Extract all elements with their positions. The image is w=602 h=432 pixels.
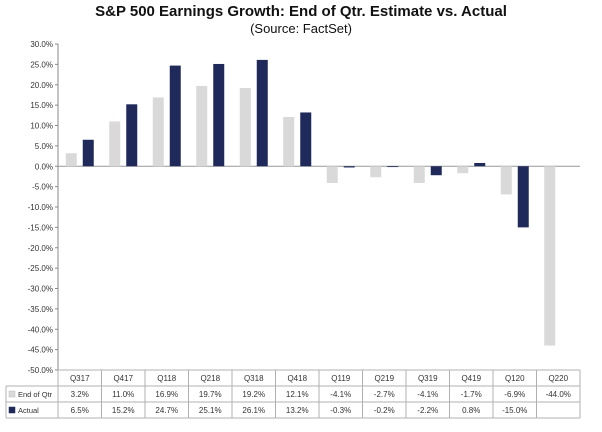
data-label: -44.0% (546, 390, 571, 399)
bar-actual (300, 112, 312, 167)
bar-end-of-qtr (413, 166, 425, 183)
data-label: 6.5% (71, 406, 89, 415)
data-label: 24.7% (155, 406, 178, 415)
data-label: 0.8% (462, 406, 480, 415)
data-label: -0.3% (330, 406, 351, 415)
chart-title: S&P 500 Earnings Growth: End of Qtr. Est… (95, 3, 507, 20)
legend-entry: Actual (18, 406, 39, 415)
x-category-label: Q417 (113, 374, 133, 383)
legend-swatch (8, 406, 16, 414)
y-tick-label: -5.0% (32, 183, 53, 192)
data-label: -0.2% (374, 406, 395, 415)
y-tick-label: -25.0% (28, 264, 53, 273)
bar-actual (82, 139, 94, 167)
bar-actual (474, 162, 486, 167)
bar-end-of-qtr (65, 153, 77, 167)
x-category-label: Q419 (461, 374, 481, 383)
bar-actual (213, 63, 225, 167)
y-tick-label: 30.0% (30, 40, 53, 49)
y-tick-label: -10.0% (28, 203, 53, 212)
x-category-label: Q119 (331, 374, 351, 383)
y-tick-label: 0.0% (35, 162, 53, 171)
data-label: -4.1% (417, 390, 438, 399)
y-tick-label: 15.0% (30, 101, 53, 110)
x-category-label: Q317 (70, 374, 90, 383)
bar-end-of-qtr (326, 166, 338, 183)
data-label: -15.0% (502, 406, 527, 415)
y-tick-label: -40.0% (28, 325, 53, 334)
y-tick-label: -35.0% (28, 305, 53, 314)
y-tick-label: -30.0% (28, 285, 53, 294)
bar-end-of-qtr (544, 166, 556, 346)
bar-actual (430, 166, 442, 176)
bar-actual (126, 104, 138, 167)
bar-end-of-qtr (239, 88, 251, 167)
bar-end-of-qtr (196, 85, 208, 167)
x-category-label: Q220 (548, 374, 568, 383)
bar-actual (169, 65, 181, 167)
bar-end-of-qtr (109, 121, 121, 167)
chart-subtitle: (Source: FactSet) (250, 21, 352, 36)
data-label: 15.2% (112, 406, 135, 415)
data-label: 11.0% (112, 390, 134, 399)
bar-actual (387, 166, 399, 168)
y-tick-label: -45.0% (28, 346, 53, 355)
data-label: -6.9% (504, 390, 525, 399)
x-category-label: Q118 (157, 374, 177, 383)
x-category-label: Q218 (200, 374, 220, 383)
data-label: 26.1% (242, 406, 265, 415)
legend-swatch (8, 390, 16, 398)
data-label: -2.2% (417, 406, 438, 415)
y-tick-label: 5.0% (35, 142, 53, 151)
y-tick-label: 10.0% (30, 122, 53, 131)
y-tick-label: -50.0% (28, 366, 53, 375)
y-tick-label: -15.0% (28, 223, 53, 232)
y-tick-label: 25.0% (30, 60, 53, 69)
x-category-label: Q418 (287, 374, 307, 383)
x-category-label: Q219 (374, 374, 394, 383)
bar-actual (517, 166, 529, 228)
bar-end-of-qtr (370, 166, 382, 178)
data-label: 19.7% (199, 390, 222, 399)
data-label: 3.2% (71, 390, 89, 399)
data-label: -2.7% (374, 390, 395, 399)
y-tick-label: 20.0% (30, 81, 53, 90)
x-category-label: Q318 (244, 374, 264, 383)
data-label: 13.2% (286, 406, 309, 415)
legend-entry: End of Qtr (18, 390, 53, 399)
bar-end-of-qtr (500, 166, 512, 195)
x-category-label: Q120 (505, 374, 525, 383)
bar-end-of-qtr (457, 166, 469, 174)
data-label: -4.1% (330, 390, 351, 399)
data-label: 25.1% (199, 406, 222, 415)
data-label: 19.2% (242, 390, 265, 399)
data-label: -1.7% (461, 390, 482, 399)
bar-end-of-qtr (152, 97, 164, 167)
x-category-label: Q319 (418, 374, 438, 383)
bar-actual (256, 59, 268, 167)
bar-end-of-qtr (283, 116, 295, 167)
data-label: 16.9% (155, 390, 178, 399)
data-label: 12.1% (286, 390, 309, 399)
y-tick-label: -20.0% (28, 244, 53, 253)
bar-actual (343, 166, 355, 168)
